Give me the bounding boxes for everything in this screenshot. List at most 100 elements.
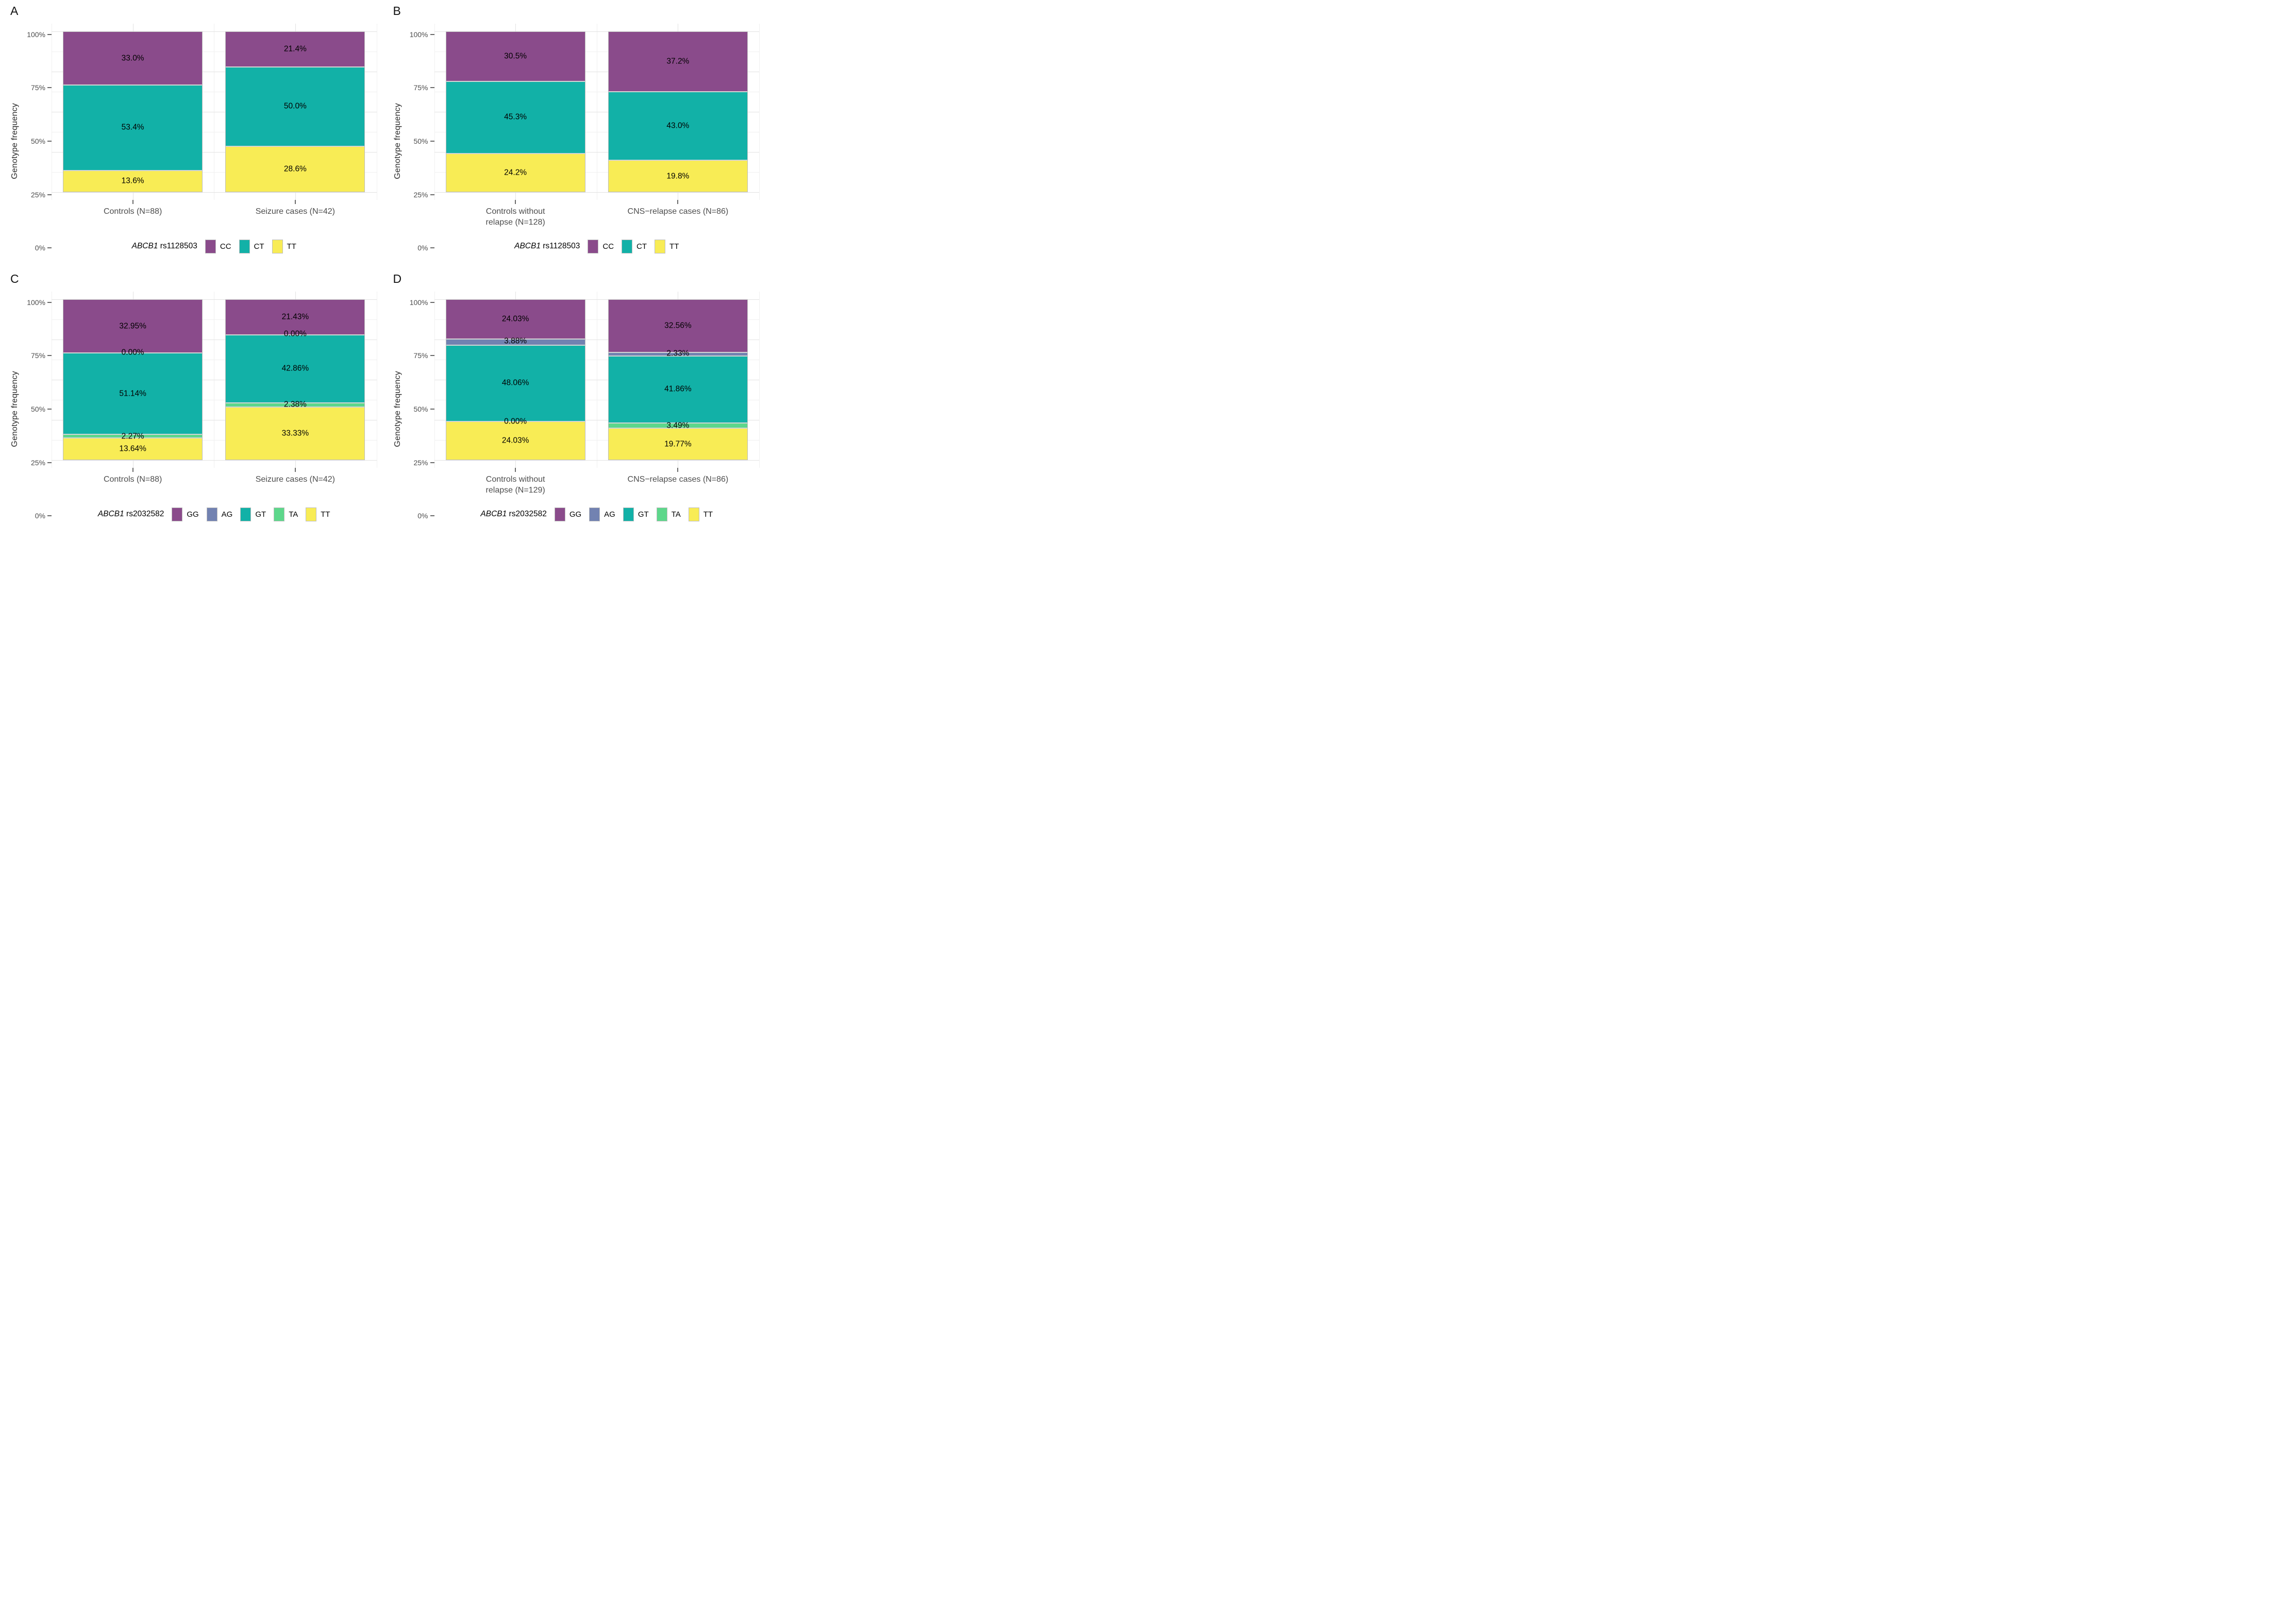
y-tick-label: 75% xyxy=(413,83,428,92)
x-tick-mark xyxy=(294,200,296,204)
y-axis-title: Genotype frequency xyxy=(393,103,402,179)
y-axis-title-column: Genotype frequency xyxy=(391,24,405,259)
y-tick-label: 0% xyxy=(35,244,45,252)
legend-item-label: CC xyxy=(602,242,614,251)
legend-swatch-CT xyxy=(622,239,633,253)
panel-letter: C xyxy=(10,272,19,285)
bar-segment-CT xyxy=(63,84,203,170)
stacked-bar xyxy=(225,31,365,192)
y-tick-label: 75% xyxy=(413,351,428,360)
y-tick-label: 100% xyxy=(27,298,45,307)
y-tick: 75% xyxy=(31,83,52,92)
panel-letter: A xyxy=(10,4,19,18)
legend-item-TT: TT xyxy=(272,239,296,253)
legend-snp-id: rs2032582 xyxy=(507,510,547,518)
legend-snp-id: rs2032582 xyxy=(124,510,164,518)
y-tick: 100% xyxy=(27,298,52,307)
panel-letter: D xyxy=(393,272,402,285)
x-axis: Controls without relapse (N=129) CNS−relap… xyxy=(434,468,760,498)
y-tick-label: 50% xyxy=(413,137,428,145)
legend-item-label: AG xyxy=(221,510,233,519)
panel-C: C Genotype frequency 100% 75% 50% 25% 0% 32.95%… xyxy=(0,268,383,536)
y-tick-mark xyxy=(430,462,434,463)
legend-swatch-TA xyxy=(656,507,667,521)
horizontal-gridline-minor xyxy=(52,319,377,320)
legend-gene-name: ABCB1 xyxy=(97,510,124,518)
plot-wrap: 33.0% 53.4% 13.6% 21.4% 50.0% 28.6% Controls (… xyxy=(52,24,377,259)
bar-segment-GT xyxy=(226,334,365,403)
y-tick: 50% xyxy=(31,405,52,413)
y-tick: 75% xyxy=(413,351,434,360)
x-axis: Controls (N=88) Seizure cases (N=42) xyxy=(52,468,377,498)
bar-segment-CT xyxy=(608,91,747,160)
y-tick: 100% xyxy=(410,298,434,307)
bar-segment-TT xyxy=(63,437,203,460)
legend-swatch-GT xyxy=(623,507,634,521)
legend-swatch-CT xyxy=(239,239,250,253)
chart-row: Genotype frequency 100% 75% 50% 25% 0% 33.0% 53… xyxy=(8,24,377,259)
y-axis-ticks: 100% 75% 50% 25% 0% xyxy=(22,24,52,259)
bar-segment-AG xyxy=(608,352,747,356)
y-tick: 100% xyxy=(410,30,434,39)
y-tick-mark xyxy=(430,515,434,517)
legend-title: ABCB1 rs2032582 xyxy=(480,510,546,519)
y-tick-label: 75% xyxy=(30,351,45,360)
horizontal-gridline-major xyxy=(434,31,759,32)
x-axis-label: Seizure cases (N=42) xyxy=(255,475,336,484)
legend-item-label: GT xyxy=(638,510,649,519)
legend-item-label: CT xyxy=(254,242,264,251)
y-tick: 50% xyxy=(31,137,52,145)
panel-B: B Genotype frequency 100% 75% 50% 25% 0% 30.5% 4… xyxy=(383,0,766,268)
legend-item-GT: GT xyxy=(240,507,266,521)
y-tick-label: 100% xyxy=(27,30,45,39)
horizontal-gridline-minor xyxy=(434,319,759,320)
legend-item-TA: TA xyxy=(274,507,298,521)
x-axis-label: Seizure cases (N=42) xyxy=(255,207,336,216)
plot-scale: 30.5% 45.3% 24.2% 37.2% 43.0% 19.8% xyxy=(434,31,759,193)
x-tick-mark xyxy=(515,468,516,472)
legend-title: ABCB1 rs2032582 xyxy=(98,510,164,519)
horizontal-gridline-major xyxy=(434,299,759,300)
legend-item-label: TT xyxy=(321,510,330,519)
legend-item-TT: TT xyxy=(688,507,713,521)
legend-item-TT: TT xyxy=(655,239,679,253)
vertical-gridline-minor xyxy=(759,24,760,200)
x-tick-mark xyxy=(677,468,679,472)
y-tick-label: 0% xyxy=(35,512,45,520)
x-tick-mark xyxy=(132,468,133,472)
legend-item-GT: GT xyxy=(623,507,649,521)
x-tick-mark xyxy=(132,200,133,204)
x-axis-label: CNS−relapse cases (N=86) xyxy=(627,475,729,484)
stacked-bar xyxy=(608,31,748,192)
vertical-gridline-minor xyxy=(759,292,760,468)
legend-item-label: TT xyxy=(287,242,296,251)
horizontal-gridline-major xyxy=(52,31,377,32)
y-tick-mark xyxy=(47,301,52,303)
legend: ABCB1 rs2032582 GG AG GT TA TT xyxy=(434,502,760,527)
legend-item-label: CC xyxy=(220,242,231,251)
bar-segment-TA xyxy=(608,422,747,428)
stacked-bar xyxy=(608,299,748,460)
plot-area: 30.5% 45.3% 24.2% 37.2% 43.0% 19.8% xyxy=(434,24,760,200)
bar-segment-GG xyxy=(608,300,747,352)
legend-swatch-CC xyxy=(205,239,216,253)
x-axis-label: Controls (N=88) xyxy=(103,207,162,216)
y-tick-mark xyxy=(47,194,52,195)
genotype-frequency-figure: A Genotype frequency 100% 75% 50% 25% 0% 33.0% 5… xyxy=(0,0,765,536)
legend-swatch-GG xyxy=(172,507,183,521)
legend-swatch-AG xyxy=(206,507,217,521)
y-tick: 25% xyxy=(31,459,52,467)
legend-swatch-CC xyxy=(588,239,599,253)
y-tick-label: 0% xyxy=(417,244,428,252)
legend-item-GG: GG xyxy=(554,507,581,521)
plot-area: 33.0% 53.4% 13.6% 21.4% 50.0% 28.6% xyxy=(52,24,377,200)
y-tick-mark xyxy=(47,33,52,35)
y-axis-title: Genotype frequency xyxy=(10,103,19,179)
horizontal-gridline-major xyxy=(434,460,759,461)
bar-segment-TT xyxy=(446,153,585,192)
bar-segment-TA xyxy=(63,434,203,438)
y-axis-ticks: 100% 75% 50% 25% 0% xyxy=(405,292,434,527)
y-tick-label: 50% xyxy=(30,405,45,413)
legend-swatch-TT xyxy=(272,239,283,253)
y-tick-mark xyxy=(430,247,434,249)
